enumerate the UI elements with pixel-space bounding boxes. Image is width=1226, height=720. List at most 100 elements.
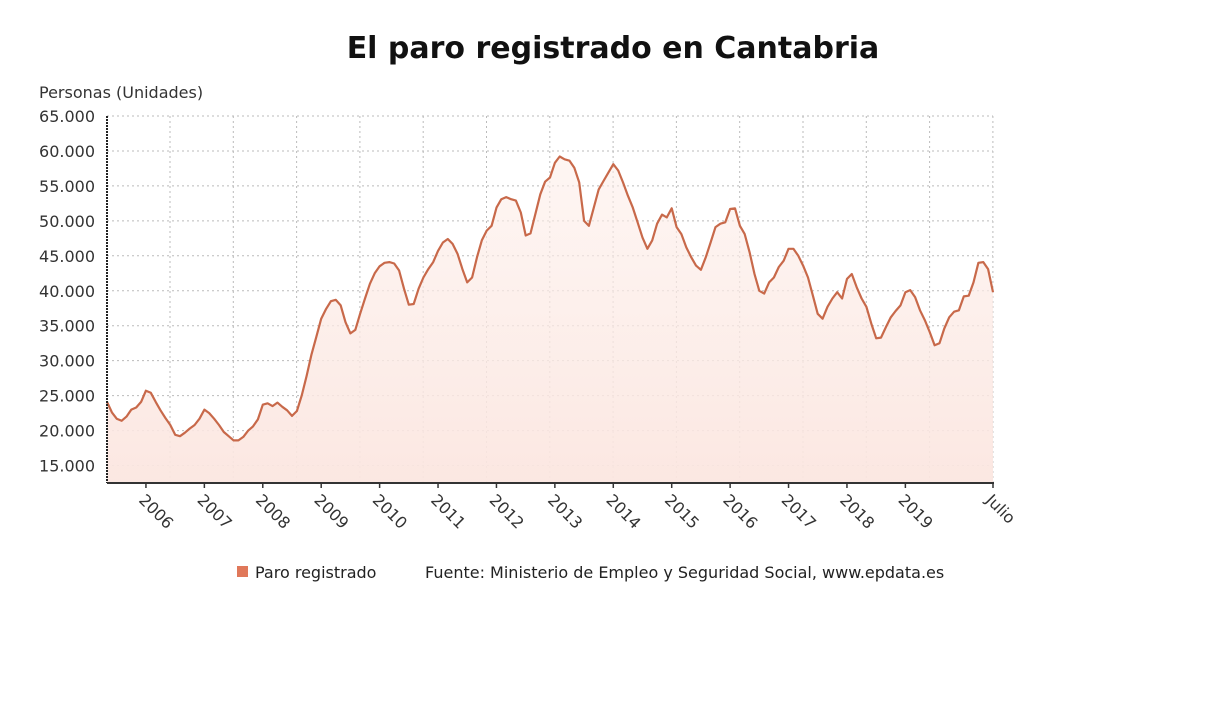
- data-point: [747, 250, 752, 255]
- y-tick-label: 30.000: [39, 352, 95, 371]
- data-point: [518, 210, 523, 215]
- data-point: [956, 308, 961, 313]
- data-point: [679, 232, 684, 237]
- data-point: [903, 290, 908, 295]
- data-point: [173, 432, 178, 437]
- data-point: [650, 238, 655, 243]
- x-tick-label: 2016: [719, 490, 761, 532]
- data-point: [406, 302, 411, 307]
- data-point: [397, 268, 402, 273]
- legend: Paro registrado Fuente: Ministerio de Em…: [237, 563, 944, 582]
- data-point: [596, 187, 601, 192]
- series-line-paro-registrado: [106, 155, 995, 442]
- data-point: [353, 327, 358, 332]
- data-point: [134, 405, 139, 410]
- data-point: [572, 165, 577, 170]
- legend-label: Paro registrado: [255, 563, 376, 582]
- data-point: [231, 438, 236, 443]
- source-note: Fuente: Ministerio de Empleo y Seguridad…: [425, 563, 944, 582]
- data-point: [757, 288, 762, 293]
- data-point: [343, 320, 348, 325]
- data-point: [718, 221, 723, 226]
- data-point: [455, 251, 460, 256]
- data-point: [708, 240, 713, 245]
- data-point: [109, 410, 114, 415]
- data-point: [372, 271, 377, 276]
- data-point: [908, 288, 913, 293]
- data-point: [864, 304, 869, 309]
- data-point: [723, 220, 728, 225]
- data-point: [436, 248, 441, 253]
- data-point: [752, 271, 757, 276]
- data-point: [265, 401, 270, 406]
- data-point: [182, 430, 187, 435]
- data-point: [212, 416, 217, 421]
- data-point: [474, 255, 479, 260]
- data-point: [893, 309, 898, 314]
- x-tick-label: 2017: [778, 490, 820, 532]
- x-tick-label: 2014: [602, 490, 644, 532]
- data-point: [835, 290, 840, 295]
- x-axis-ticks: 2006 2007 2008 2009 2010 2011 2012 2013 2014 2015…: [135, 483, 1019, 533]
- data-point: [781, 258, 786, 263]
- data-point: [431, 260, 436, 265]
- data-point: [952, 309, 957, 314]
- data-point: [528, 231, 533, 236]
- data-point: [562, 157, 567, 162]
- data-point: [192, 422, 197, 427]
- data-point: [942, 326, 947, 331]
- data-point: [698, 267, 703, 272]
- data-point: [299, 393, 304, 398]
- data-point: [664, 215, 669, 220]
- data-point: [883, 325, 888, 330]
- y-tick-label: 50.000: [39, 212, 95, 231]
- data-point: [557, 154, 562, 159]
- data-point: [742, 232, 747, 237]
- data-point: [499, 197, 504, 202]
- data-point: [625, 193, 630, 198]
- data-point: [801, 263, 806, 268]
- data-point: [285, 408, 290, 413]
- data-point: [543, 179, 548, 184]
- data-point: [703, 255, 708, 260]
- data-point: [129, 407, 134, 412]
- data-point: [260, 402, 265, 407]
- data-point: [450, 241, 455, 246]
- data-point: [255, 417, 260, 422]
- data-point: [630, 205, 635, 210]
- x-tick-label: Julio: [981, 490, 1019, 528]
- data-point: [825, 304, 830, 309]
- data-point: [363, 296, 368, 301]
- series-area: [107, 156, 993, 483]
- data-point: [489, 223, 494, 228]
- data-point: [197, 416, 202, 421]
- y-tick-label: 15.000: [39, 457, 95, 476]
- data-point: [728, 206, 733, 211]
- data-point: [582, 218, 587, 223]
- data-point: [338, 303, 343, 308]
- data-point: [153, 399, 158, 404]
- data-point: [440, 240, 445, 245]
- data-point: [616, 168, 621, 173]
- data-point: [168, 422, 173, 427]
- x-tick-label: 2008: [252, 490, 294, 532]
- data-point: [806, 275, 811, 280]
- data-point: [479, 238, 484, 243]
- data-point: [674, 225, 679, 230]
- data-point: [158, 408, 163, 413]
- data-point: [684, 245, 689, 250]
- data-point: [669, 206, 674, 211]
- data-point: [533, 211, 538, 216]
- data-point: [659, 212, 664, 217]
- data-point: [849, 271, 854, 276]
- data-point: [767, 280, 772, 285]
- data-point: [309, 352, 314, 357]
- data-point: [509, 197, 514, 202]
- data-point: [689, 255, 694, 260]
- data-point: [114, 416, 119, 421]
- data-point: [504, 195, 509, 200]
- data-point: [961, 294, 966, 299]
- data-point: [776, 264, 781, 269]
- data-point: [124, 414, 129, 419]
- data-point: [251, 424, 256, 429]
